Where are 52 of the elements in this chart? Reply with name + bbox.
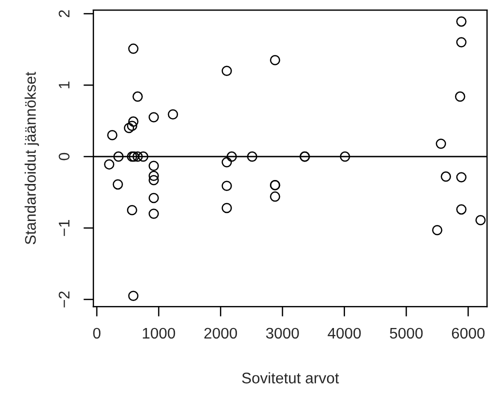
point [132,151,143,162]
point [148,170,159,181]
point [148,175,159,186]
y-tick-label: −2 [58,292,70,308]
x-axis-title: Sovitetut arvot [242,372,339,384]
point [456,16,466,27]
point [126,120,138,131]
point [148,208,159,219]
point [432,225,442,236]
point [222,157,232,168]
point [222,202,232,214]
point [222,66,232,76]
point [226,151,237,162]
point [168,109,178,120]
x-tick-label: 1000 [142,328,176,339]
point [436,138,446,149]
x-tick-label: 0 [93,328,100,339]
x-tick-label: 3000 [266,328,299,339]
point [148,160,159,171]
x-tick-label: 6000 [452,328,485,339]
x-tick-label: 2000 [204,328,237,339]
y-tick-label: 0 [58,152,70,160]
y-tick-label: −1 [58,220,70,236]
point [148,192,159,204]
point [247,151,258,162]
point [440,171,452,182]
point [270,191,280,202]
point [132,91,143,102]
point [222,180,232,191]
point [113,151,124,162]
point [270,54,280,66]
point [104,159,114,170]
point [128,44,138,54]
point [148,112,159,122]
point [454,91,466,102]
point [112,179,123,190]
point [128,116,138,127]
point [456,37,466,48]
y-tick-label: 1 [58,82,70,88]
x-tick-label: 5000 [390,328,423,339]
point [107,130,118,140]
point [456,204,466,215]
y-axis-title: Standardoidut jäännökset [24,72,39,244]
y-tick-label: 2 [58,10,70,18]
point [456,172,466,182]
x-tick-label: 4000 [328,328,361,339]
point [128,290,138,302]
point [475,215,486,226]
point [124,122,134,134]
point [138,151,148,162]
point [126,205,138,216]
point [340,151,350,162]
